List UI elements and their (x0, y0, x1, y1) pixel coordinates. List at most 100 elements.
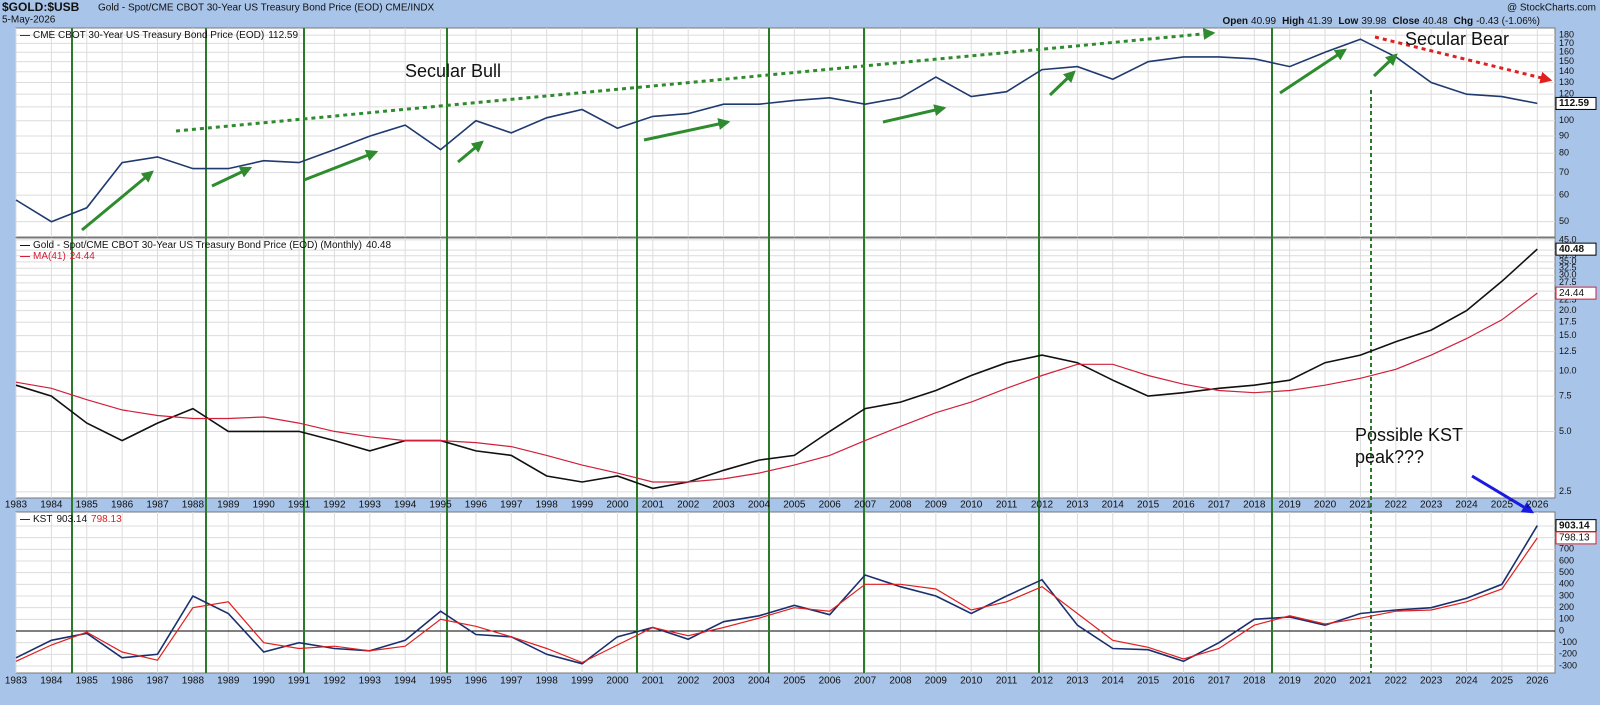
legend-entry: — Gold - Spot/CME CBOT 30-Year US Treasur… (20, 240, 391, 251)
x-tick-label: 1987 (146, 500, 169, 511)
y-tick-label: 22.5 (1559, 295, 1577, 305)
x-tick-label: 1989 (217, 676, 240, 687)
legend-value: 112.59 (268, 30, 298, 41)
y-tick-label: 400 (1559, 579, 1574, 589)
arrow (1048, 70, 1076, 97)
annotation: Possible KST peak??? (1355, 425, 1463, 467)
date: 5-May-2026 (2, 15, 56, 26)
y-tick-label: 70 (1559, 167, 1569, 177)
x-tick-label: 2004 (748, 500, 771, 511)
legend-value: 24.44 (70, 251, 95, 262)
last-value-label: 798.13 (1559, 533, 1590, 544)
x-tick-label: 2011 (996, 676, 1018, 687)
quote-label: Chg (1454, 16, 1473, 27)
x-tick-label: 1986 (111, 500, 134, 511)
y-tick-label: 5.0 (1559, 426, 1572, 436)
arrow (1372, 53, 1398, 78)
x-tick-label: 2020 (1314, 676, 1337, 687)
x-tick-label: 2016 (1172, 676, 1195, 687)
legend-entry: — KST 903.14 798.13 (20, 514, 122, 525)
x-tick-label: 2024 (1455, 676, 1478, 687)
x-tick-label: 2006 (819, 500, 842, 511)
trend-line (175, 27, 1216, 133)
y-tick-label: 60 (1559, 189, 1569, 199)
y-tick-label: 170 (1559, 38, 1574, 48)
x-tick-label: 2015 (1137, 676, 1160, 687)
x-tick-label: 2016 (1172, 500, 1195, 511)
quote: Open 40.99 High 41.39 Low 39.98 Close 40.48 Chg -… (1222, 16, 1540, 27)
series-line (15, 292, 1538, 483)
y-tick-label: 120 (1559, 89, 1574, 99)
y-tick-label: 15.0 (1559, 330, 1577, 340)
y-tick-label: 50 (1559, 216, 1569, 226)
x-tick-label: 2013 (1066, 676, 1089, 687)
x-tick-label: 1993 (359, 500, 382, 511)
legend-name: KST (33, 514, 52, 525)
last-value-tag (1555, 286, 1597, 300)
y-tick-label: 10.0 (1559, 365, 1577, 375)
x-tick-label: 2014 (1102, 500, 1125, 511)
x-tick-label: 2001 (642, 500, 665, 511)
y-tick-label: 2.5 (1559, 486, 1572, 496)
y-tick-label: 27.5 (1559, 277, 1577, 287)
quote-label: Low (1338, 16, 1358, 27)
x-tick-label: 1992 (323, 676, 346, 687)
x-tick-label: 2005 (783, 676, 806, 687)
y-tick-label: 30.0 (1559, 270, 1577, 280)
y-tick-label: -100 (1559, 637, 1577, 647)
x-tick-label: 2018 (1243, 676, 1266, 687)
y-tick-label: 130 (1559, 77, 1574, 87)
quote-label: High (1282, 16, 1304, 27)
arrows (81, 27, 1553, 514)
quote-label: Close (1392, 16, 1420, 27)
x-tick-label: 2026 (1526, 500, 1549, 511)
arrow (81, 170, 154, 232)
x-tick-label: 2023 (1420, 500, 1443, 511)
x-tick-label: 1984 (40, 676, 63, 687)
legend-name: MA(41) (33, 251, 66, 262)
x-tick-label: 1991 (288, 500, 311, 511)
quote-value: 40.99 (1251, 16, 1276, 27)
x-tick-label: 2003 (712, 500, 735, 511)
x-tick-label: 1985 (76, 676, 99, 687)
x-tick-label: 2020 (1314, 500, 1337, 511)
arrow (643, 118, 731, 142)
x-tick-label: 2012 (1031, 500, 1054, 511)
y-tick-label: 100 (1559, 115, 1574, 125)
legend-entry: — MA(41) 24.44 (20, 251, 95, 262)
y-tick-label: 80 (1559, 148, 1569, 158)
x-tick-label: 2021 (1349, 500, 1372, 511)
series (15, 38, 1538, 665)
x-tick-label: 1997 (500, 676, 523, 687)
x-tick-label: 2010 (960, 500, 983, 511)
series-line (15, 248, 1538, 490)
x-tick-label: 2007 (854, 676, 877, 687)
x-tick-label: 1990 (253, 500, 276, 511)
arrow (1471, 474, 1535, 514)
x-tick-label: 1998 (536, 676, 559, 687)
x-tick-label: 1992 (323, 500, 346, 511)
legend-swatch-line: — (20, 240, 30, 251)
x-tick-label: 2022 (1385, 500, 1408, 511)
arrow (303, 149, 379, 182)
y-tick-label: 20.0 (1559, 305, 1577, 315)
x-tick-label: 1983 (5, 500, 28, 511)
y-tick-label: 500 (1559, 567, 1574, 577)
legend-name: CME CBOT 30-Year US Treasury Bond Price … (33, 30, 264, 41)
y-tick-label: 17.5 (1559, 317, 1577, 327)
y-tick-label: 12.5 (1559, 346, 1577, 356)
legend-swatch-line: — (20, 251, 30, 262)
y-tick-label: -200 (1559, 649, 1577, 659)
labels: 5060708090100110120130140150160170180—CM… (5, 29, 1597, 687)
quote-value: -0.43 (-1.06%) (1476, 16, 1540, 27)
x-tick-label: 2025 (1491, 676, 1514, 687)
x-tick-label: 1986 (111, 676, 134, 687)
last-value-label: 112.59 (1559, 98, 1589, 109)
last-value-tag (1555, 531, 1597, 545)
x-tick-label: 2010 (960, 676, 983, 687)
x-tick-label: 1999 (571, 676, 594, 687)
quote-label: Open (1222, 16, 1248, 27)
x-tick-label: 1996 (465, 500, 488, 511)
panel-bg (15, 27, 1556, 238)
